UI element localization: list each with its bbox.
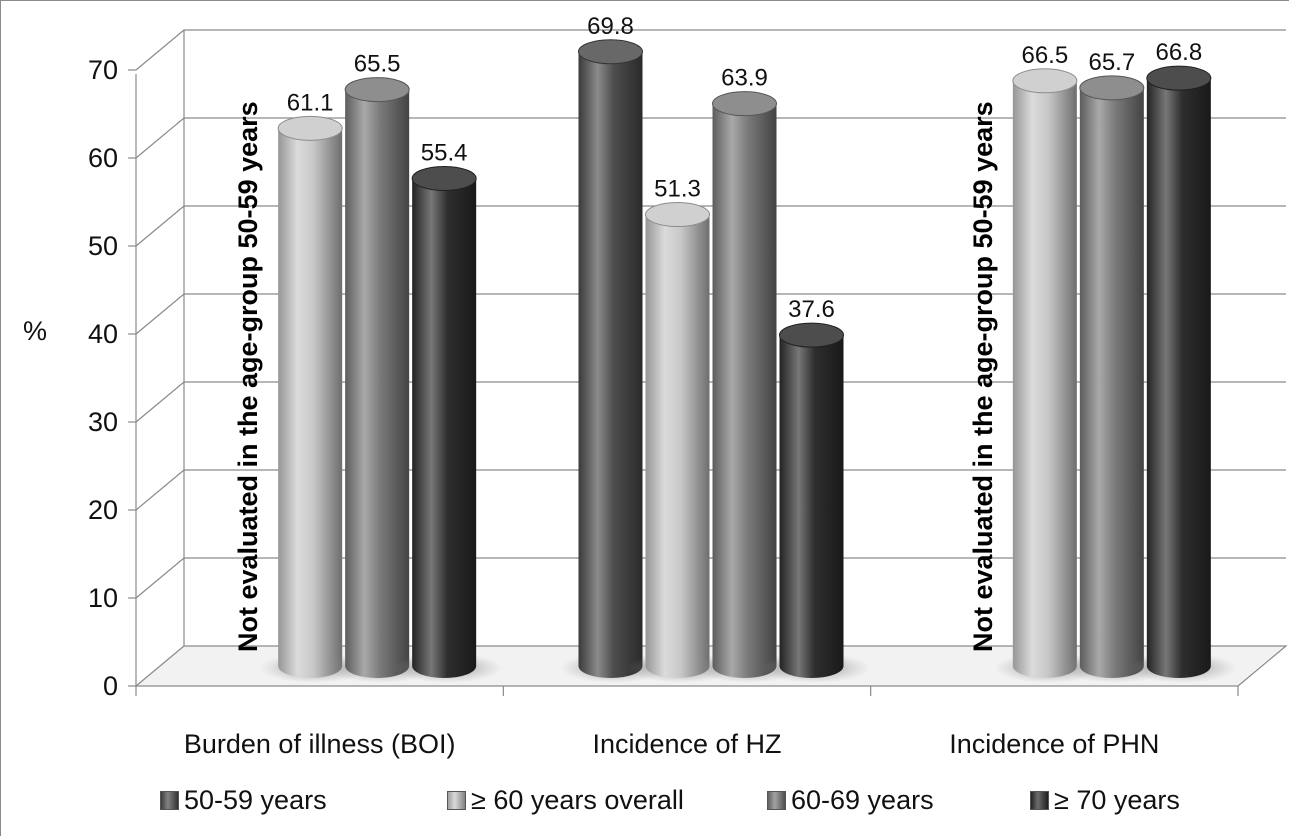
bar-body bbox=[1012, 80, 1077, 679]
bar bbox=[761, 322, 870, 683]
bar-top bbox=[344, 77, 410, 103]
gridline bbox=[135, 205, 1286, 247]
not-evaluated-annotation: Not evaluated in the age-group 50-59 yea… bbox=[968, 101, 998, 652]
y-tick-label: 70 bbox=[88, 55, 118, 85]
category-label: Incidence of PHN bbox=[949, 729, 1159, 759]
data-label: 51.3 bbox=[654, 176, 701, 203]
legend-swatch bbox=[160, 791, 179, 810]
bar-body bbox=[578, 51, 643, 678]
bar-body bbox=[278, 128, 343, 678]
legend-swatch bbox=[1030, 791, 1049, 810]
gridline bbox=[135, 293, 1286, 335]
y-tick-label: 20 bbox=[88, 495, 118, 525]
y-tick-label: 10 bbox=[88, 583, 118, 613]
y-axis-label: % bbox=[23, 316, 47, 346]
legend-label: 60-69 years bbox=[791, 785, 934, 815]
bar-top bbox=[1012, 68, 1078, 94]
bar bbox=[1128, 65, 1238, 683]
bar-body bbox=[412, 178, 477, 679]
bar-top bbox=[1146, 65, 1212, 91]
bar-body bbox=[345, 89, 410, 679]
gridline bbox=[135, 381, 1286, 423]
legend-item: 50-59 years bbox=[160, 785, 327, 816]
category-label: Burden of illness (BOI) bbox=[184, 729, 456, 759]
data-label: 65.7 bbox=[1088, 49, 1135, 76]
category-label: Incidence of HZ bbox=[592, 729, 781, 759]
data-label: 63.9 bbox=[721, 65, 768, 92]
bar-body bbox=[645, 214, 710, 678]
gridline bbox=[135, 469, 1286, 511]
bar-body bbox=[779, 335, 844, 678]
data-label: 66.5 bbox=[1021, 42, 1068, 69]
bar bbox=[393, 165, 503, 683]
data-label: 65.5 bbox=[354, 51, 401, 78]
bar-body bbox=[712, 103, 777, 679]
data-label: 37.6 bbox=[788, 296, 835, 323]
bar-top bbox=[712, 91, 777, 117]
y-tick-label: 40 bbox=[88, 319, 118, 349]
legend-item: ≥ 60 years overall bbox=[447, 785, 684, 816]
legend-item: 60-69 years bbox=[767, 785, 934, 816]
legend-label: 50-59 years bbox=[184, 785, 327, 815]
gridline bbox=[135, 557, 1286, 599]
legend-label: ≥ 60 years overall bbox=[471, 785, 684, 815]
bar-top bbox=[645, 202, 710, 228]
data-label: 66.8 bbox=[1155, 39, 1202, 66]
bar-chart: 0 10 20 30 40 50 60 70% Burden of illness (BOI) 6… bbox=[23, 13, 1288, 759]
bar-top bbox=[411, 165, 477, 191]
bar-top bbox=[779, 322, 844, 348]
legend-item: ≥ 70 years bbox=[1030, 785, 1180, 816]
not-evaluated-annotation: Not evaluated in the age-group 50-59 yea… bbox=[233, 101, 263, 652]
gridline bbox=[135, 29, 1286, 71]
y-tick-label: 50 bbox=[88, 231, 118, 261]
bar-body bbox=[1146, 78, 1211, 678]
y-tick-label: 60 bbox=[88, 143, 118, 173]
legend: 50-59 years ≥ 60 years overall 60-69 years… bbox=[160, 785, 1280, 825]
bar-top bbox=[277, 115, 343, 141]
legend-label: ≥ 70 years bbox=[1054, 785, 1180, 815]
data-label: 69.8 bbox=[587, 13, 634, 40]
legend-swatch bbox=[767, 791, 786, 810]
gridline bbox=[135, 117, 1286, 159]
y-tick-label: 0 bbox=[103, 671, 118, 701]
bar-body bbox=[1079, 87, 1144, 679]
legend-swatch bbox=[447, 791, 466, 810]
bar-top bbox=[1079, 75, 1145, 101]
data-label: 55.4 bbox=[421, 139, 468, 166]
bar-top bbox=[578, 39, 643, 65]
data-label: 61.1 bbox=[287, 89, 334, 116]
y-tick-label: 30 bbox=[88, 407, 118, 437]
